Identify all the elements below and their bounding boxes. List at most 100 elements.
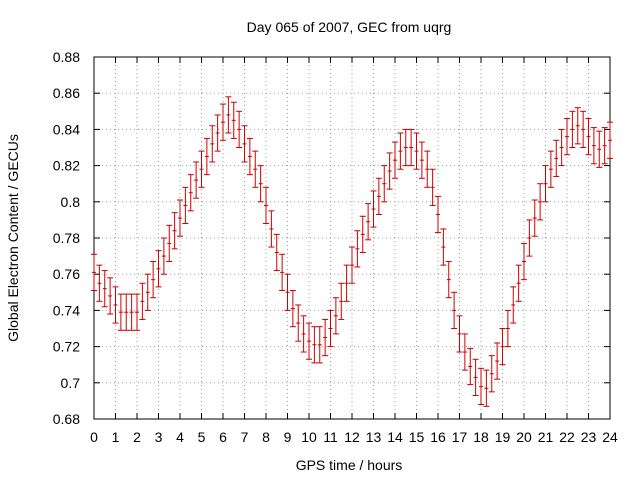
x-tick-label: 22 [559,429,575,445]
x-tick-label: 3 [155,429,163,445]
y-tick-label: 0.86 [53,85,80,101]
data-point [117,293,124,331]
x-tick-label: 16 [430,429,446,445]
data-point [386,152,393,190]
data-point [123,293,130,331]
data-point [295,304,302,342]
data-point [300,315,307,353]
data-point [488,355,495,393]
data-point [478,367,484,406]
data-point [155,250,162,288]
data-point [343,264,350,302]
data-point [246,137,253,176]
data-point [263,186,269,225]
x-tick-labels: 0 1 2 3 4 5 6 7 8 9 10 11 12 13 14 15 16 17 18 19 20 21 22 23 24 [90,429,618,445]
y-tick-label: 0.76 [53,266,80,282]
data-point [177,199,183,237]
data-point [182,186,189,225]
data-point [408,128,415,167]
data-point [461,333,468,371]
data-point [349,246,355,284]
data-point [107,277,114,315]
data-point [327,309,334,348]
data-point [268,210,275,248]
data-point [241,125,248,163]
data-point [101,270,108,308]
data-point [537,183,544,221]
data-point [214,114,221,152]
data-point [289,289,296,328]
data-point [585,118,592,156]
data-point [225,96,232,134]
data-point [440,228,447,266]
data-point [569,110,576,148]
y-tick-label: 0.78 [53,230,80,246]
data-point [144,273,151,311]
data-point [381,165,388,203]
y-tick-label: 0.88 [53,49,80,65]
data-point [553,139,560,177]
data-point [230,101,237,139]
data-point [279,253,286,291]
data-point [96,264,103,302]
x-tick-label: 10 [301,429,317,445]
y-tick-label: 0.8 [61,194,81,210]
data-point [451,291,458,329]
y-tick-label: 0.84 [53,121,80,137]
data-point [306,322,312,360]
data-point [193,161,200,199]
data-point [134,293,140,331]
data-point [494,342,501,380]
data-point [510,286,517,324]
y-tick-label: 0.72 [53,339,80,355]
data-point [209,125,216,163]
x-tick-label: 18 [473,429,489,445]
grid-lines [94,57,610,419]
data-point [128,293,135,331]
x-tick-label: 13 [366,429,382,445]
data-point [166,224,173,263]
y-axis-label: Global Electron Content / GECUs [5,134,21,342]
x-tick-label: 24 [602,429,618,445]
x-tick-label: 5 [198,429,206,445]
data-point [150,261,157,299]
data-point [257,165,264,203]
data-point [418,141,425,179]
data-point [392,141,398,179]
data-point [456,315,463,353]
data-point [504,309,511,348]
x-tick-label: 0 [90,429,98,445]
data-point [322,318,329,357]
x-tick-label: 9 [284,429,292,445]
data-point [596,130,603,168]
data-point [284,273,291,311]
data-point [601,127,608,165]
data-point [375,177,382,215]
x-tick-label: 1 [112,429,120,445]
data-point [338,282,345,320]
data-point [397,132,404,170]
data-point [558,128,565,167]
data-point [590,127,597,165]
data-point [435,195,441,234]
data-point [467,347,474,386]
data-point [429,168,436,206]
x-tick-label: 20 [516,429,532,445]
x-tick-label: 6 [219,429,227,445]
data-point [91,253,97,291]
data-point [359,215,366,253]
data-point [580,110,587,148]
x-tick-label: 7 [241,429,249,445]
data-point [413,132,420,170]
x-tick-label: 8 [262,429,270,445]
x-tick-label: 12 [344,429,360,445]
x-tick-label: 23 [581,429,597,445]
data-point [472,358,479,396]
data-point [483,369,490,407]
data-point [515,264,522,302]
x-tick-label: 15 [409,429,425,445]
data-point [607,121,613,159]
data-point [187,174,194,212]
data-point [171,212,178,250]
